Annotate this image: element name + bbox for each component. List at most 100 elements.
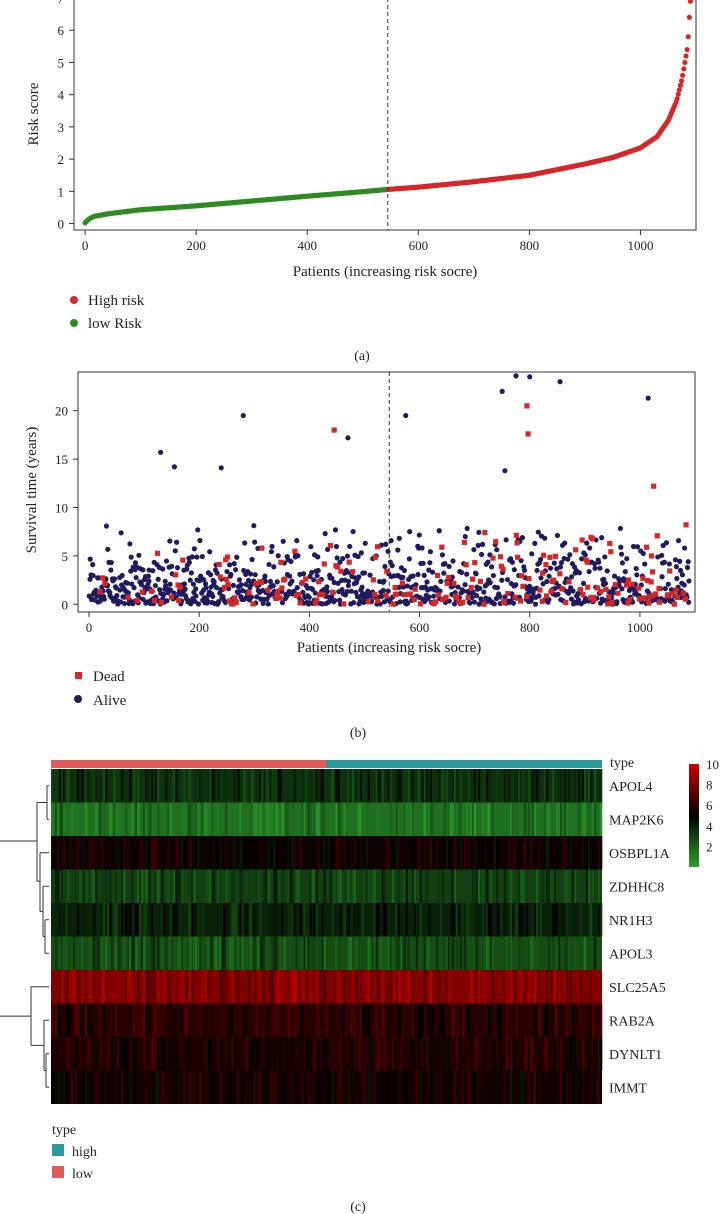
heatmap-cell: [279, 1070, 282, 1104]
alive-point: [210, 593, 216, 600]
alive-point: [128, 554, 134, 560]
heatmap-cell: [255, 869, 258, 903]
heatmap-cell: [271, 836, 274, 870]
heatmap-cell: [581, 1037, 585, 1071]
heatmap-cell: [101, 1070, 104, 1104]
heatmap-cell: [305, 769, 308, 803]
heatmap-cell: [545, 836, 549, 870]
heatmap-cell: [367, 1070, 370, 1104]
heatmap-cell: [515, 769, 519, 803]
heatmap-cell: [353, 836, 356, 870]
heatmap-cell: [309, 802, 312, 836]
heatmap-cell: [155, 1003, 158, 1037]
heatmap-cell: [541, 936, 545, 970]
dead-point: [259, 545, 265, 551]
heatmap-cell: [591, 836, 595, 870]
heatmap-cell: [59, 970, 62, 1004]
heatmap-cell: [457, 836, 461, 870]
legend-high-label: high: [72, 1145, 97, 1160]
heatmap-cell: [347, 1003, 350, 1037]
heatmap-cell: [177, 869, 180, 903]
alive-point: [164, 598, 170, 604]
heatmap-cell: [307, 1070, 310, 1104]
dead-point: [573, 547, 579, 553]
alive-point: [427, 560, 433, 566]
heatmap-cell: [99, 769, 102, 803]
heatmap-cell: [577, 769, 581, 803]
heatmap-cell: [465, 1003, 469, 1037]
heatmap-cell: [199, 1037, 202, 1071]
alive-point: [494, 547, 500, 553]
heatmap-cell: [357, 802, 360, 836]
heatmap-cell: [475, 769, 479, 803]
alive-point: [324, 589, 330, 595]
heatmap-cell: [143, 903, 146, 937]
dead-point: [331, 427, 337, 433]
alive-point: [274, 579, 280, 585]
heatmap-cell: [591, 970, 595, 1004]
alive-point: [226, 585, 232, 592]
heatmap-cell: [451, 802, 455, 836]
alive-point: [513, 582, 519, 588]
heatmap-cell: [585, 869, 589, 903]
heatmap-cell: [429, 802, 432, 836]
alive-point: [356, 574, 362, 580]
heatmap-cell: [573, 869, 577, 903]
dead-point: [401, 592, 407, 598]
heatmap-cell: [277, 802, 280, 836]
heatmap-cell: [257, 1037, 260, 1071]
alive-point: [400, 574, 406, 580]
y-tick-label-a: 4: [58, 88, 65, 103]
heatmap-cell: [109, 802, 112, 836]
heatmap-cell: [385, 970, 388, 1004]
heatmap-cell: [409, 769, 412, 803]
heatmap-cell: [155, 836, 158, 870]
heatmap-cell: [549, 936, 553, 970]
alive-point: [406, 556, 412, 562]
heatmap-cell: [557, 769, 561, 803]
heatmap-cell: [281, 903, 284, 937]
heatmap-cell: [553, 1037, 557, 1071]
dead-point: [540, 570, 546, 576]
heatmap-cell: [299, 1070, 302, 1104]
heatmap-cell: [337, 1070, 340, 1104]
heatmap-cell: [253, 1070, 256, 1104]
alive-point: [241, 567, 247, 574]
heatmap-cell: [577, 970, 581, 1004]
heatmap-cell: [489, 936, 493, 970]
alive-point: [485, 559, 491, 565]
heatmap-cell: [313, 1037, 316, 1071]
dead-point: [375, 598, 381, 604]
high-risk-point: [678, 78, 685, 84]
heatmap-cell: [347, 869, 350, 903]
heatmap-cell: [517, 769, 521, 803]
heatmap-cell: [349, 936, 352, 970]
heatmap-cell: [191, 869, 194, 903]
alive-point: [601, 576, 607, 583]
heatmap-cell: [313, 936, 316, 970]
heatmap-cell: [473, 802, 477, 836]
heatmap-cell: [299, 903, 302, 937]
heatmap-cell: [143, 769, 146, 803]
heatmap-cell: [433, 936, 436, 970]
heatmap-cell: [69, 1003, 72, 1037]
alive-point: [336, 597, 343, 603]
heatmap-cell: [225, 970, 228, 1004]
heatmap-cell: [105, 970, 108, 1004]
heatmap-cell: [339, 802, 342, 836]
heatmap-cell: [387, 1070, 390, 1104]
heatmap-cell: [247, 869, 250, 903]
alive-point: [666, 561, 672, 567]
alive-point: [470, 589, 476, 595]
heatmap-cell: [145, 1070, 148, 1104]
heatmap-cell: [339, 869, 342, 903]
heatmap-cell: [451, 903, 455, 937]
heatmap-cell: [495, 769, 499, 803]
heatmap-cell: [325, 970, 328, 1004]
dead-point: [125, 594, 131, 600]
heatmap-cell: [259, 936, 262, 970]
heatmap-cell: [599, 1003, 603, 1037]
heatmap-cell: [93, 1070, 96, 1104]
alive-point: [521, 567, 528, 573]
